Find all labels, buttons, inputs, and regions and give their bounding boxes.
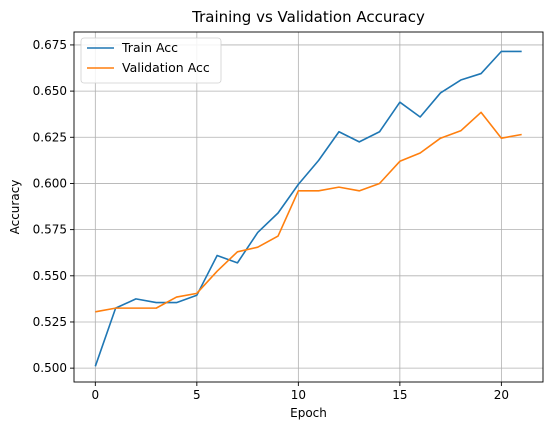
y-tick-label: 0.550 xyxy=(33,269,67,283)
plot-frame xyxy=(73,31,544,383)
ticks: 0 5 10 15 20 0.500 0.525 0.550 0.575 0.600 0.625 0.… xyxy=(33,38,509,402)
y-axis-label: Accuracy xyxy=(8,180,22,235)
y-tick-label: 0.600 xyxy=(33,176,67,190)
y-tick-label: 0.625 xyxy=(33,130,67,144)
legend: Train Acc Validation Acc xyxy=(80,37,222,84)
legend-box xyxy=(80,37,222,84)
y-tick-label: 0.500 xyxy=(33,361,67,375)
y-tick-label: 0.650 xyxy=(33,84,67,98)
series-line-validation-acc xyxy=(95,111,522,313)
y-tick-label: 0.525 xyxy=(33,315,67,329)
series-line-train-acc xyxy=(94,50,522,367)
x-tick-label: 10 xyxy=(291,388,306,402)
x-tick-label: 5 xyxy=(193,388,201,402)
grid xyxy=(74,32,543,382)
chart-title: Training vs Validation Accuracy xyxy=(191,8,425,26)
legend-label: Train Acc xyxy=(121,40,178,55)
series-layer xyxy=(94,50,522,367)
legend-label: Validation Acc xyxy=(122,60,210,75)
y-tick-label: 0.675 xyxy=(33,38,67,52)
x-tick-label: 20 xyxy=(494,388,509,402)
x-tick-label: 15 xyxy=(392,388,407,402)
x-tick-label: 0 xyxy=(91,388,99,402)
x-axis-label: Epoch xyxy=(290,406,327,420)
y-tick-label: 0.575 xyxy=(33,223,67,237)
